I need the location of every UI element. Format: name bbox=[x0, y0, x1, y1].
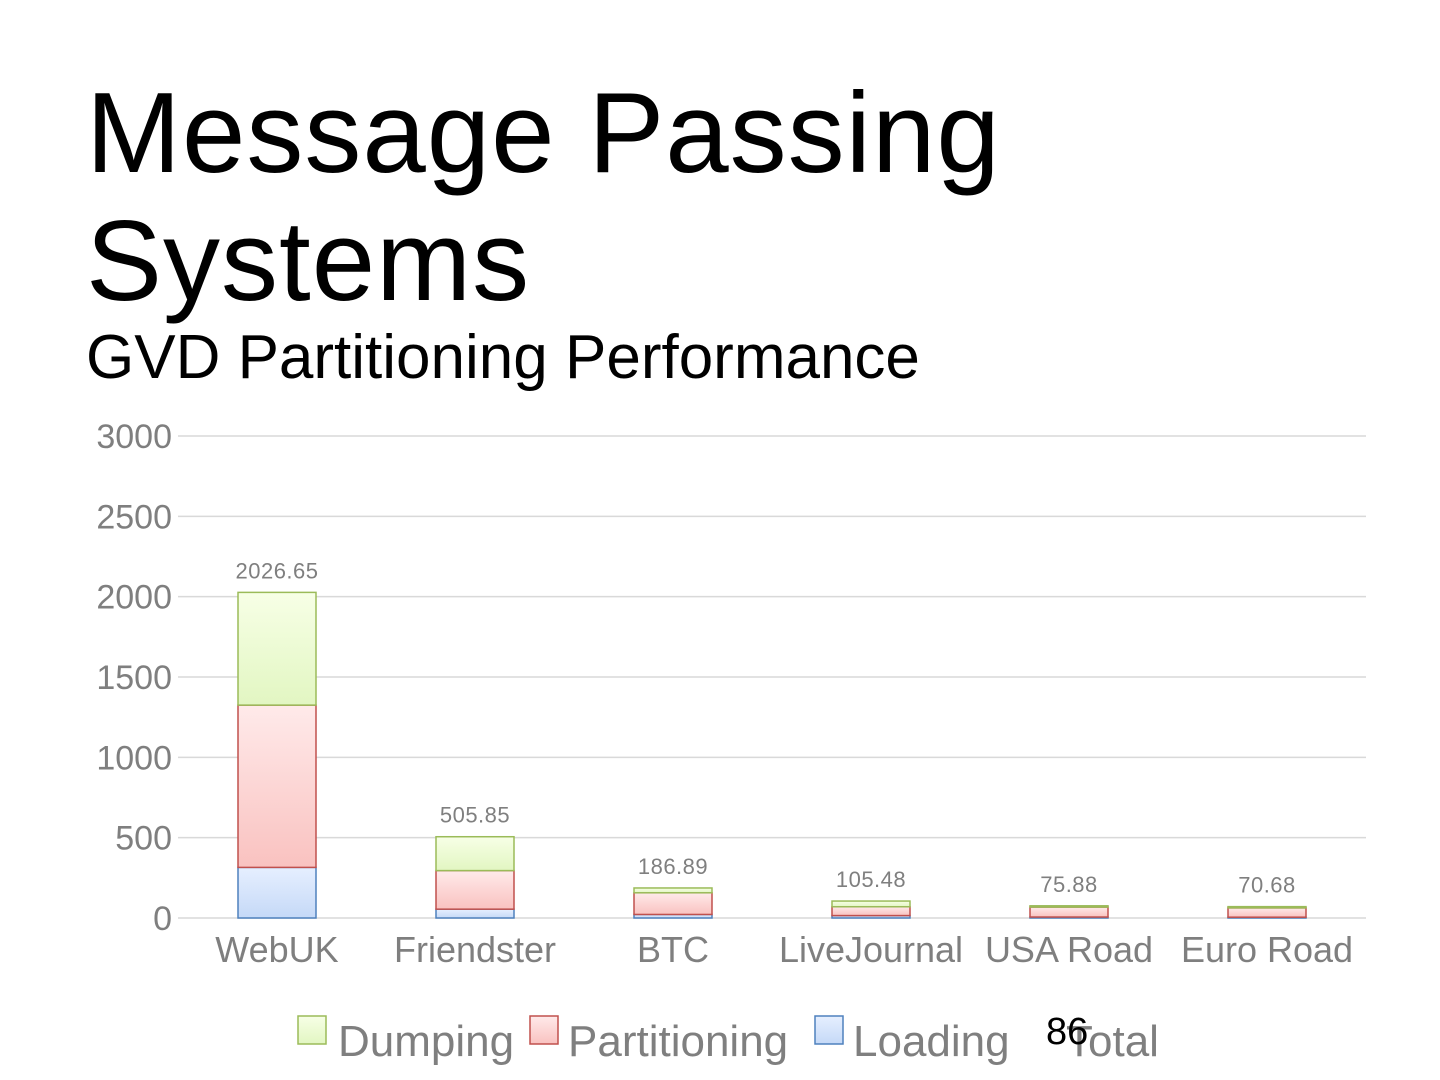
x-tick-label: WebUK bbox=[215, 929, 338, 970]
slide-title: Message Passing Systems bbox=[86, 70, 1001, 325]
legend-label-loading: Loading bbox=[853, 1017, 1010, 1066]
bar-loading-webuk bbox=[237, 866, 317, 919]
total-label: 2026.65 bbox=[235, 558, 318, 583]
y-tick-label: 1500 bbox=[96, 659, 172, 697]
total-label: 105.48 bbox=[836, 867, 906, 892]
legend-swatch-dumping bbox=[297, 1015, 327, 1045]
legend-swatch-loading bbox=[814, 1015, 844, 1045]
bar-partitioning-euro-road bbox=[1227, 907, 1307, 918]
total-label: 75.88 bbox=[1040, 872, 1098, 897]
bar-dumping-webuk bbox=[237, 591, 317, 706]
y-tick-label: 2000 bbox=[96, 579, 172, 617]
y-tick-label: 500 bbox=[115, 820, 172, 858]
slide-subtitle: GVD Partitioning Performance bbox=[86, 323, 920, 392]
page-number: 86 bbox=[1046, 1011, 1089, 1053]
x-tick-label: BTC bbox=[637, 929, 709, 970]
bar-dumping-usa-road bbox=[1029, 905, 1109, 908]
bar-dumping-euro-road bbox=[1227, 905, 1307, 909]
bar-loading-friendster bbox=[435, 908, 515, 919]
y-tick-label: 2500 bbox=[96, 498, 172, 536]
legend-label-total: Total bbox=[1066, 1017, 1159, 1066]
legend-label-partitioning: Partitioning bbox=[568, 1017, 788, 1066]
bar-partitioning-usa-road bbox=[1029, 906, 1109, 918]
total-label: 70.68 bbox=[1238, 873, 1296, 898]
legend-swatch-partitioning bbox=[529, 1015, 559, 1045]
y-tick-label: 0 bbox=[153, 900, 172, 938]
bar-dumping-btc bbox=[633, 887, 713, 894]
y-tick-label: 3000 bbox=[96, 418, 172, 456]
x-tick-label: Friendster bbox=[394, 929, 556, 970]
total-label: 186.89 bbox=[638, 854, 708, 879]
bar-partitioning-btc bbox=[633, 892, 713, 916]
x-tick-label: Euro Road bbox=[1181, 929, 1353, 970]
x-tick-label: LiveJournal bbox=[779, 929, 963, 970]
bar-partitioning-livejournal bbox=[831, 906, 911, 917]
bar-partitioning-friendster bbox=[435, 869, 515, 910]
y-tick-label: 1000 bbox=[96, 739, 172, 777]
bar-dumping-friendster bbox=[435, 835, 515, 872]
bar-dumping-livejournal bbox=[831, 900, 911, 908]
total-label: 505.85 bbox=[440, 803, 510, 828]
bar-partitioning-webuk bbox=[237, 704, 317, 869]
x-tick-label: USA Road bbox=[985, 929, 1153, 970]
legend-label-dumping: Dumping bbox=[338, 1017, 514, 1066]
